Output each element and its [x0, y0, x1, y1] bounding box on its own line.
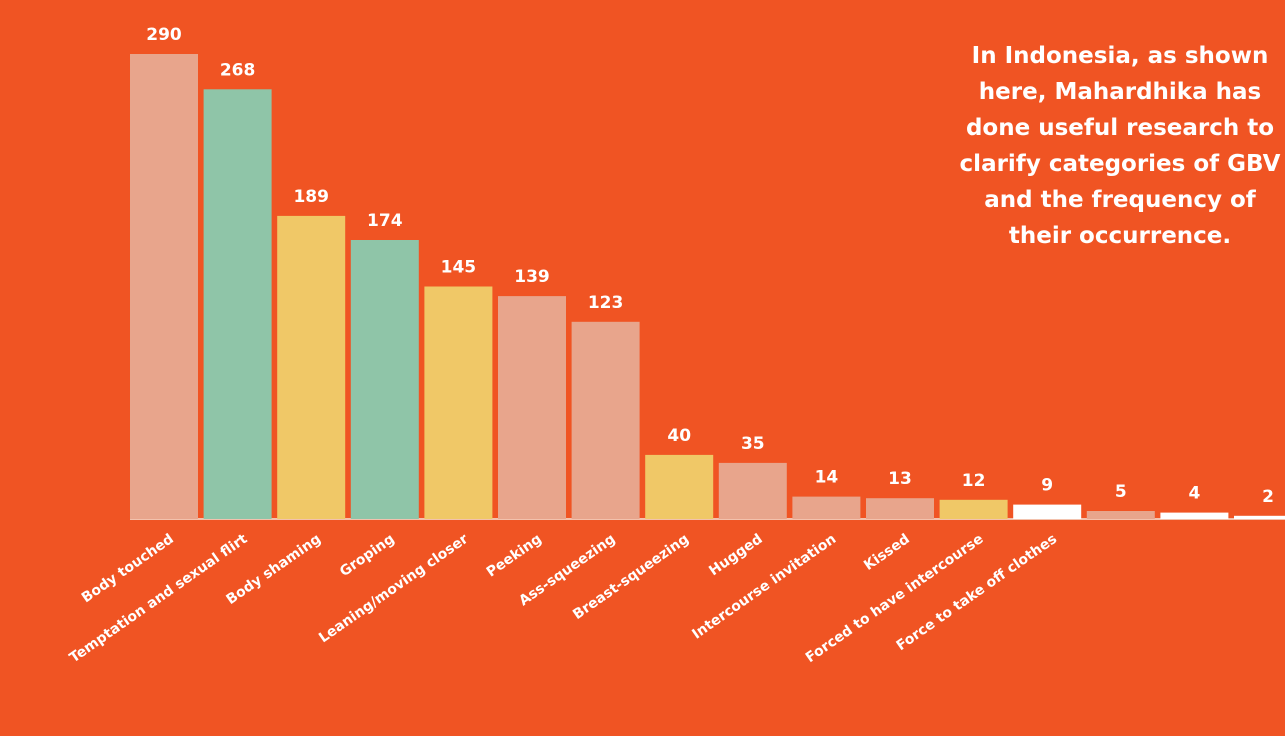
bar-value-label: 268	[220, 60, 256, 80]
bar-value-label: 9	[1041, 476, 1053, 496]
bar-value-label: 35	[741, 434, 765, 454]
category-label: Intercourse invitation	[689, 531, 839, 643]
bar	[1013, 504, 1082, 519]
bar-value-label: 12	[962, 471, 986, 491]
bar-value-label: 139	[514, 267, 550, 287]
bar	[498, 296, 566, 519]
bar	[718, 462, 787, 519]
caption-text: In Indonesia, as shown here, Mahardhika …	[905, 38, 1285, 254]
bar-value-label: 14	[815, 468, 839, 488]
category-label: Groping	[337, 531, 398, 580]
caption-line: and the frequency of	[984, 187, 1256, 213]
bar	[571, 321, 640, 519]
bar-value-label: 4	[1188, 484, 1200, 504]
bar-value-label: 189	[293, 187, 329, 207]
category-label: Hugged	[706, 531, 765, 579]
bar	[424, 286, 493, 519]
bar	[792, 496, 861, 519]
bar-value-label: 123	[588, 293, 624, 313]
category-label: Leaning/moving closer	[316, 531, 471, 646]
bar	[203, 89, 272, 520]
bar	[645, 454, 714, 519]
bar-value-label: 174	[367, 211, 403, 231]
bar-value-label: 290	[146, 25, 182, 45]
category-label: Kissed	[861, 531, 913, 574]
bar	[1086, 511, 1155, 519]
bar	[277, 215, 346, 519]
bar	[939, 499, 1008, 519]
bar-value-label: 145	[441, 258, 477, 278]
bar-value-label: 40	[667, 426, 691, 446]
category-label: Peeking	[484, 531, 545, 580]
caption-line: done useful research to	[965, 115, 1275, 141]
bar	[350, 240, 419, 519]
bar-value-label: 13	[888, 469, 912, 489]
bar-value-label: 5	[1115, 482, 1127, 502]
caption-line: In Indonesia, as shown	[971, 43, 1269, 69]
bar	[130, 54, 198, 519]
bar-value-label: 2	[1262, 487, 1274, 507]
bar	[1160, 512, 1229, 519]
caption-line: their occurrence.	[1008, 223, 1232, 249]
bar	[866, 498, 934, 519]
caption-line: here, Mahardhika has	[978, 79, 1262, 105]
bar	[1234, 515, 1285, 519]
caption-line: clarify categories of GBV	[959, 151, 1281, 177]
